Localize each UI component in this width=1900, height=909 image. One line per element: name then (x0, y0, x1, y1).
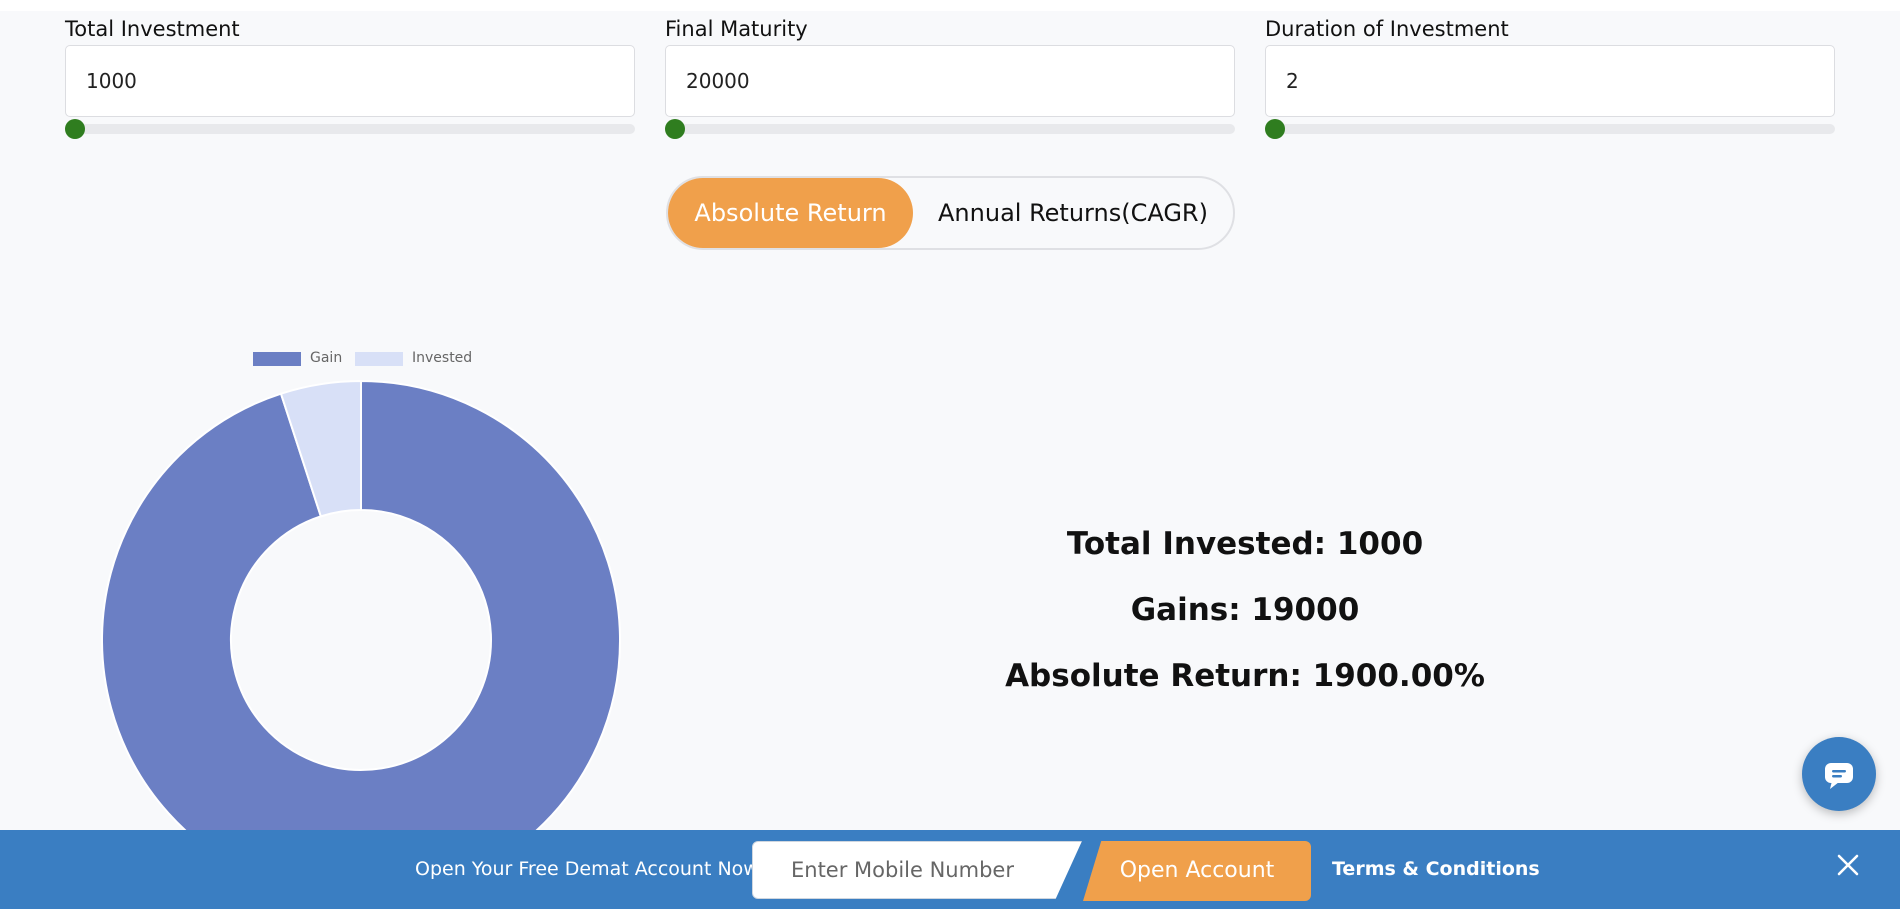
demat-banner: Open Your Free Demat Account Now Open Ac… (0, 830, 1900, 909)
legend-label-gain: Gain (310, 350, 343, 366)
mobile-number-input[interactable] (752, 841, 1082, 899)
absolute-return-tab[interactable]: Absolute Return (668, 178, 913, 248)
return-type-toggle: Absolute Return Annual Returns(CAGR) (666, 176, 1235, 250)
final-maturity-slider[interactable] (665, 119, 1235, 139)
final-maturity-field: Final Maturity (665, 15, 1235, 139)
final-maturity-label: Final Maturity (665, 17, 808, 41)
chat-bubble-icon (1825, 763, 1853, 789)
total-investment-slider[interactable] (65, 119, 635, 139)
absolute-return-text: Absolute Return: 1900.00% (1005, 658, 1485, 694)
terms-link[interactable]: Terms & Conditions (1332, 858, 1540, 880)
slider-handle[interactable] (1265, 119, 1285, 139)
duration-input[interactable] (1265, 45, 1835, 117)
total-invested-text: Total Invested: 1000 (1066, 526, 1424, 562)
duration-slider[interactable] (1265, 119, 1835, 139)
donut-chart (101, 379, 621, 830)
legend-swatch-gain (253, 352, 301, 366)
open-account-button[interactable]: Open Account (1083, 841, 1311, 901)
donut-slice-gain[interactable] (101, 379, 621, 830)
total-investment-label: Total Investment (65, 17, 240, 41)
donut-slice-invested[interactable] (279, 379, 362, 518)
slider-handle[interactable] (65, 119, 85, 139)
duration-field: Duration of Investment (1265, 15, 1835, 139)
final-maturity-input[interactable] (665, 45, 1235, 117)
duration-label: Duration of Investment (1265, 17, 1509, 41)
banner-text: Open Your Free Demat Account Now (415, 858, 759, 880)
top-strip (0, 0, 1900, 11)
total-investment-input[interactable] (65, 45, 635, 117)
legend-swatch-invested (355, 352, 403, 366)
annual-returns-tab[interactable]: Annual Returns(CAGR) (938, 199, 1208, 227)
slider-handle[interactable] (665, 119, 685, 139)
legend-label-invested: Invested (412, 350, 473, 366)
close-icon[interactable] (1835, 852, 1861, 878)
total-investment-field: Total Investment (65, 15, 635, 139)
gains-text: Gains: 19000 (1130, 592, 1360, 628)
chat-button[interactable] (1802, 737, 1876, 811)
